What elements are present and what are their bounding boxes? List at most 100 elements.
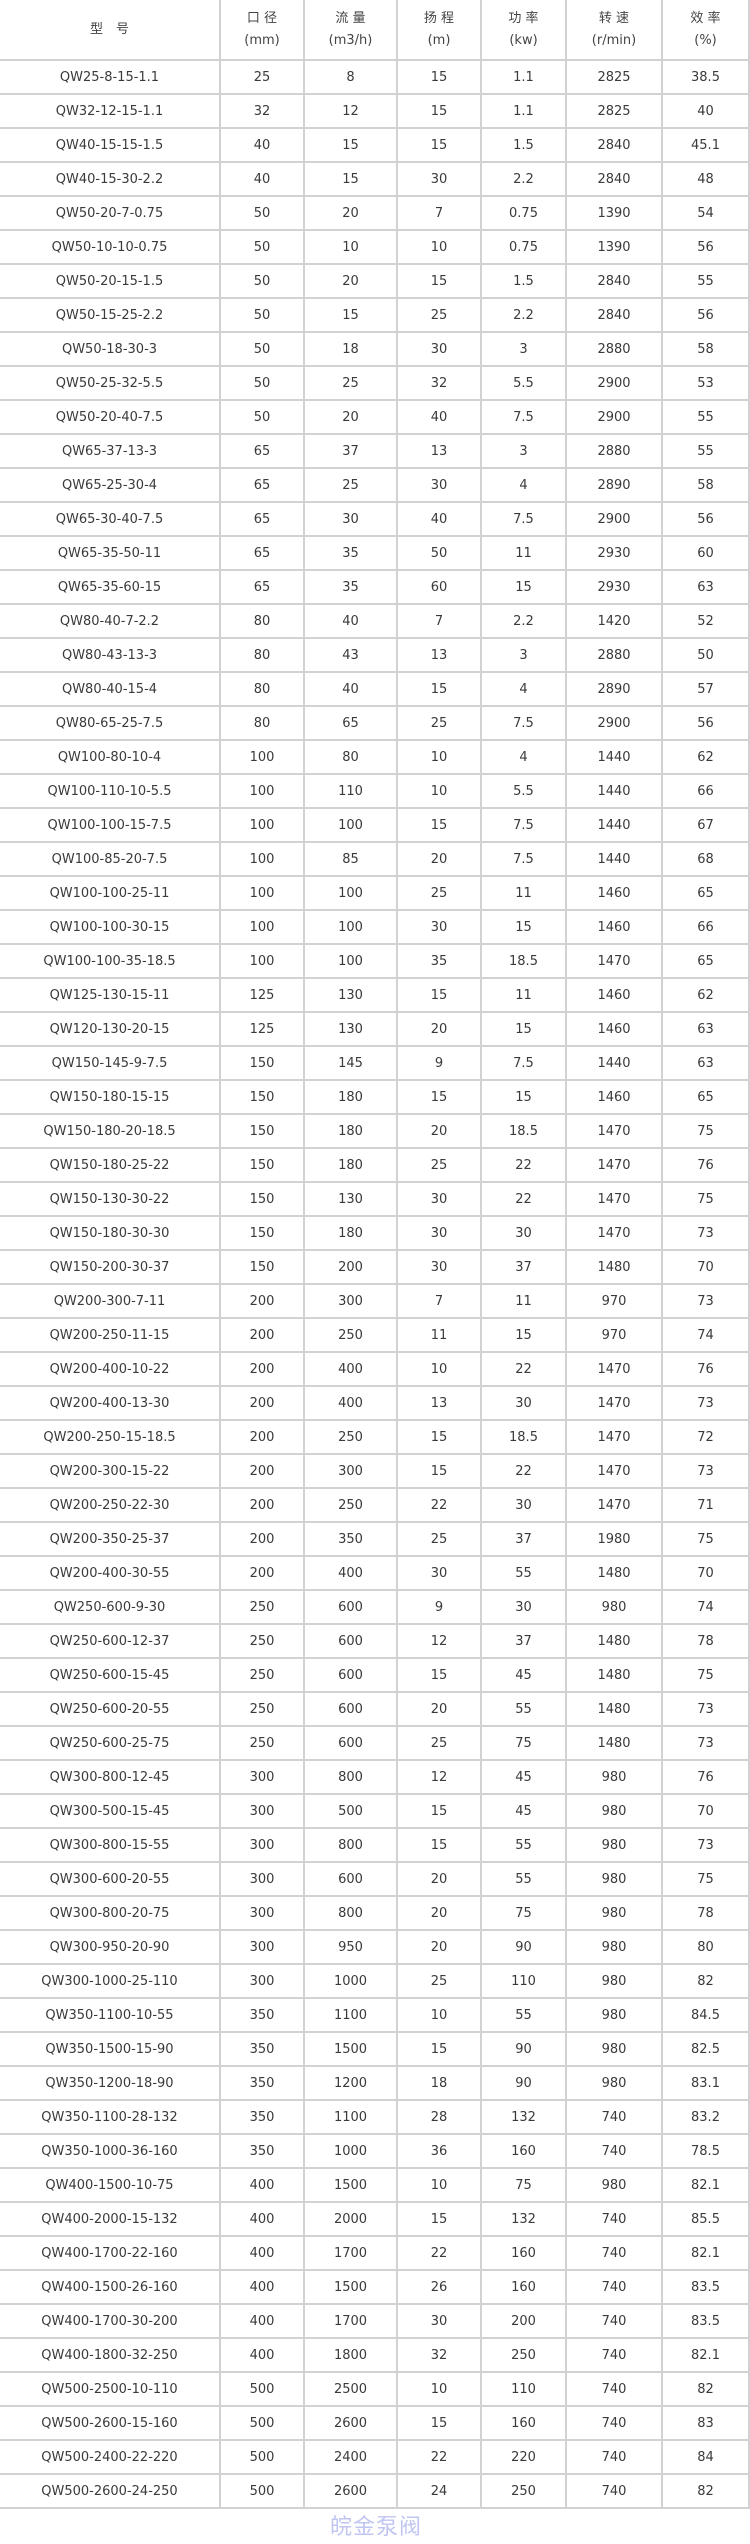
cell-power: 1.5 <box>480 263 567 299</box>
table-row: QW200-250-11-15 200 250 11 15 970 74 <box>0 1317 750 1353</box>
cell-head: 15 <box>396 977 482 1013</box>
cell-diameter: 32 <box>219 93 305 129</box>
table-row: QW100-100-25-11 100 100 25 11 1460 65 <box>0 875 750 911</box>
cell-head: 11 <box>396 1317 482 1353</box>
cell-model: QW200-300-7-11 <box>0 1283 221 1319</box>
cell-power: 90 <box>480 2065 567 2101</box>
cell-speed: 980 <box>565 1759 663 1795</box>
cell-head: 30 <box>396 331 482 367</box>
cell-efficiency: 55 <box>661 399 750 435</box>
cell-head: 15 <box>396 2201 482 2237</box>
cell-model: QW50-20-40-7.5 <box>0 399 221 435</box>
cell-model: QW100-110-10-5.5 <box>0 773 221 809</box>
cell-efficiency: 56 <box>661 229 750 265</box>
cell-diameter: 100 <box>219 875 305 911</box>
cell-speed: 980 <box>565 1861 663 1897</box>
cell-power: 55 <box>480 1827 567 1863</box>
cell-model: QW200-400-10-22 <box>0 1351 221 1387</box>
cell-diameter: 150 <box>219 1079 305 1115</box>
cell-head: 30 <box>396 2303 482 2339</box>
table-row: QW40-15-30-2.2 40 15 30 2.2 2840 48 <box>0 161 750 197</box>
cell-model: QW300-800-20-75 <box>0 1895 221 1931</box>
cell-power: 90 <box>480 1929 567 1965</box>
table-row: QW65-25-30-4 65 25 30 4 2890 58 <box>0 467 750 503</box>
cell-model: QW300-800-15-55 <box>0 1827 221 1863</box>
cell-power: 2.2 <box>480 161 567 197</box>
cell-speed: 1480 <box>565 1691 663 1727</box>
cell-head: 7 <box>396 195 482 231</box>
cell-flow: 800 <box>303 1759 398 1795</box>
cell-speed: 740 <box>565 2303 663 2339</box>
cell-power: 55 <box>480 1861 567 1897</box>
cell-efficiency: 82 <box>661 2473 750 2509</box>
cell-model: QW150-180-20-18.5 <box>0 1113 221 1149</box>
cell-model: QW100-100-30-15 <box>0 909 221 945</box>
cell-power: 45 <box>480 1759 567 1795</box>
cell-head: 12 <box>396 1623 482 1659</box>
table-row: QW150-180-25-22 150 180 25 22 1470 76 <box>0 1147 750 1183</box>
cell-speed: 1440 <box>565 841 663 877</box>
cell-speed: 980 <box>565 1895 663 1931</box>
table-row: QW150-180-20-18.5 150 180 20 18.5 1470 75 <box>0 1113 750 1149</box>
cell-model: QW150-130-30-22 <box>0 1181 221 1217</box>
cell-diameter: 350 <box>219 2031 305 2067</box>
cell-model: QW250-600-25-75 <box>0 1725 221 1761</box>
cell-model: QW65-25-30-4 <box>0 467 221 503</box>
cell-efficiency: 75 <box>661 1521 750 1557</box>
cell-head: 15 <box>396 59 482 95</box>
cell-model: QW300-600-20-55 <box>0 1861 221 1897</box>
cell-flow: 12 <box>303 93 398 129</box>
cell-power: 30 <box>480 1385 567 1421</box>
cell-flow: 35 <box>303 569 398 605</box>
cell-diameter: 200 <box>219 1317 305 1353</box>
cell-model: QW50-18-30-3 <box>0 331 221 367</box>
cell-flow: 1200 <box>303 2065 398 2101</box>
cell-power: 55 <box>480 1691 567 1727</box>
cell-flow: 43 <box>303 637 398 673</box>
cell-model: QW350-1500-15-90 <box>0 2031 221 2067</box>
cell-diameter: 80 <box>219 671 305 707</box>
cell-speed: 2900 <box>565 399 663 435</box>
cell-head: 13 <box>396 637 482 673</box>
cell-head: 7 <box>396 603 482 639</box>
table-row: QW350-1100-28-132 350 1100 28 132 740 83.2 <box>0 2099 750 2135</box>
cell-diameter: 150 <box>219 1181 305 1217</box>
cell-speed: 740 <box>565 2439 663 2475</box>
cell-diameter: 200 <box>219 1419 305 1455</box>
cell-power: 90 <box>480 2031 567 2067</box>
cell-head: 15 <box>396 807 482 843</box>
cell-flow: 130 <box>303 1181 398 1217</box>
cell-flow: 85 <box>303 841 398 877</box>
cell-head: 20 <box>396 1929 482 1965</box>
cell-diameter: 80 <box>219 603 305 639</box>
cell-speed: 2900 <box>565 705 663 741</box>
cell-power: 7.5 <box>480 501 567 537</box>
cell-flow: 15 <box>303 161 398 197</box>
cell-diameter: 250 <box>219 1691 305 1727</box>
cell-diameter: 350 <box>219 2099 305 2135</box>
cell-speed: 1390 <box>565 229 663 265</box>
table-row: QW350-1100-10-55 350 1100 10 55 980 84.5 <box>0 1997 750 2033</box>
cell-head: 22 <box>396 1487 482 1523</box>
cell-efficiency: 60 <box>661 535 750 571</box>
cell-power: 110 <box>480 1963 567 1999</box>
cell-diameter: 200 <box>219 1283 305 1319</box>
cell-diameter: 500 <box>219 2473 305 2509</box>
table-row: QW150-180-30-30 150 180 30 30 1470 73 <box>0 1215 750 1251</box>
cell-speed: 1480 <box>565 1555 663 1591</box>
cell-model: QW400-1800-32-250 <box>0 2337 221 2373</box>
cell-diameter: 350 <box>219 1997 305 2033</box>
cell-flow: 40 <box>303 603 398 639</box>
table-row: QW350-1000-36-160 350 1000 36 160 740 78.5 <box>0 2133 750 2169</box>
table-row: QW50-15-25-2.2 50 15 25 2.2 2840 56 <box>0 297 750 333</box>
table-row: QW32-12-15-1.1 32 12 15 1.1 2825 40 <box>0 93 750 129</box>
cell-head: 30 <box>396 1555 482 1591</box>
cell-power: 3 <box>480 433 567 469</box>
cell-flow: 80 <box>303 739 398 775</box>
cell-efficiency: 82.5 <box>661 2031 750 2067</box>
cell-flow: 1500 <box>303 2031 398 2067</box>
cell-head: 22 <box>396 2439 482 2475</box>
cell-head: 15 <box>396 1827 482 1863</box>
cell-flow: 100 <box>303 875 398 911</box>
cell-efficiency: 58 <box>661 467 750 503</box>
